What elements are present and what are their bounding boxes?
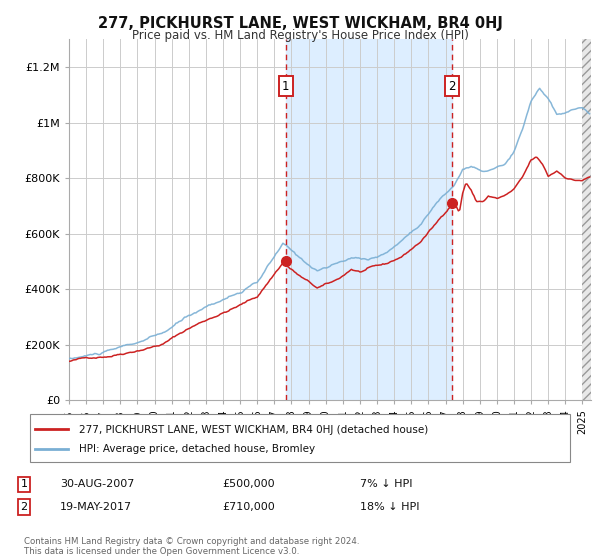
Bar <box>286 39 452 400</box>
Text: 277, PICKHURST LANE, WEST WICKHAM, BR4 0HJ (detached house): 277, PICKHURST LANE, WEST WICKHAM, BR4 0… <box>79 424 428 435</box>
Text: 18% ↓ HPI: 18% ↓ HPI <box>360 502 419 512</box>
Text: 7% ↓ HPI: 7% ↓ HPI <box>360 479 413 489</box>
Text: 1: 1 <box>282 80 290 92</box>
Text: 1: 1 <box>20 479 28 489</box>
Text: 30-AUG-2007: 30-AUG-2007 <box>60 479 134 489</box>
Text: 277, PICKHURST LANE, WEST WICKHAM, BR4 0HJ: 277, PICKHURST LANE, WEST WICKHAM, BR4 0… <box>98 16 502 31</box>
Text: HPI: Average price, detached house, Bromley: HPI: Average price, detached house, Brom… <box>79 444 315 454</box>
Polygon shape <box>583 39 591 400</box>
Text: Contains HM Land Registry data © Crown copyright and database right 2024.
This d: Contains HM Land Registry data © Crown c… <box>24 536 359 556</box>
Text: £500,000: £500,000 <box>222 479 275 489</box>
Text: £710,000: £710,000 <box>222 502 275 512</box>
Text: 2: 2 <box>448 80 456 92</box>
Text: Price paid vs. HM Land Registry's House Price Index (HPI): Price paid vs. HM Land Registry's House … <box>131 29 469 42</box>
Text: 19-MAY-2017: 19-MAY-2017 <box>60 502 132 512</box>
FancyBboxPatch shape <box>30 414 570 462</box>
Text: 2: 2 <box>20 502 28 512</box>
